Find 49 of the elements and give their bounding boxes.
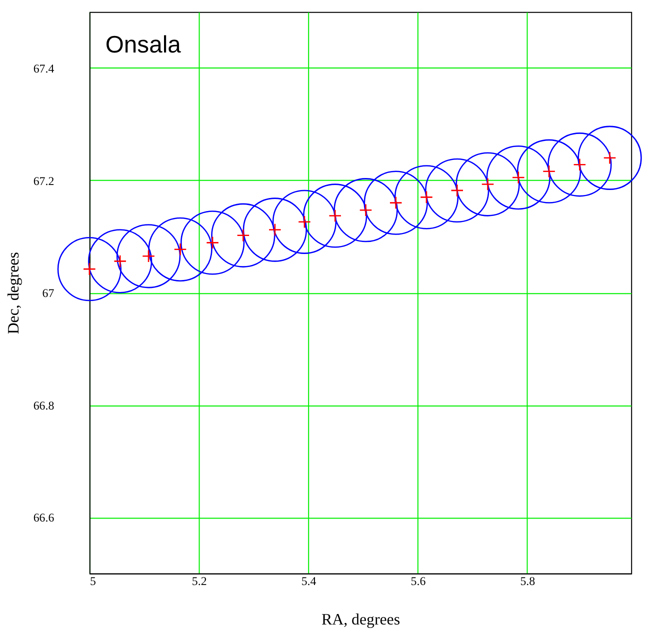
y-axis-title: Dec, degrees <box>5 252 22 334</box>
point <box>425 158 490 222</box>
point <box>211 203 276 268</box>
y-tick-label: 67.2 <box>33 174 54 188</box>
point <box>180 210 245 275</box>
point <box>142 250 156 263</box>
point <box>82 262 96 276</box>
x-tick-label: 5.6 <box>410 574 426 588</box>
point <box>578 126 642 190</box>
x-tick-label: 5.2 <box>192 574 207 588</box>
point <box>272 190 337 254</box>
point <box>359 204 372 217</box>
point <box>394 165 459 230</box>
point <box>148 217 212 282</box>
point <box>481 178 494 191</box>
annotation: Onsala <box>105 32 182 59</box>
point <box>603 151 616 164</box>
point <box>268 223 282 236</box>
point <box>548 132 612 197</box>
point <box>573 158 586 172</box>
point <box>242 198 307 262</box>
x-tick-label: 5 <box>90 574 96 588</box>
x-tick-label: 5.8 <box>520 574 536 588</box>
point <box>57 237 122 302</box>
point <box>114 254 127 268</box>
point <box>389 196 402 210</box>
point <box>298 215 311 228</box>
point <box>174 242 187 256</box>
point <box>542 164 556 178</box>
point <box>512 171 525 184</box>
point <box>486 146 550 210</box>
x-tick-label: 5.4 <box>301 574 316 588</box>
point <box>516 139 582 204</box>
point <box>116 224 181 288</box>
point <box>334 178 398 242</box>
point <box>364 170 428 235</box>
point <box>206 236 220 250</box>
point <box>328 209 342 222</box>
y-tick-label: 66.8 <box>33 398 54 412</box>
y-tick-label: 67.4 <box>33 62 54 76</box>
point <box>303 184 368 248</box>
point <box>456 152 520 216</box>
x-axis-title: RA, degrees <box>321 612 400 629</box>
y-tick-label: 66.6 <box>33 510 54 525</box>
point <box>420 190 433 204</box>
point <box>450 184 464 197</box>
point <box>88 229 152 294</box>
y-tick-label: 67 <box>42 286 54 300</box>
point <box>236 228 250 242</box>
